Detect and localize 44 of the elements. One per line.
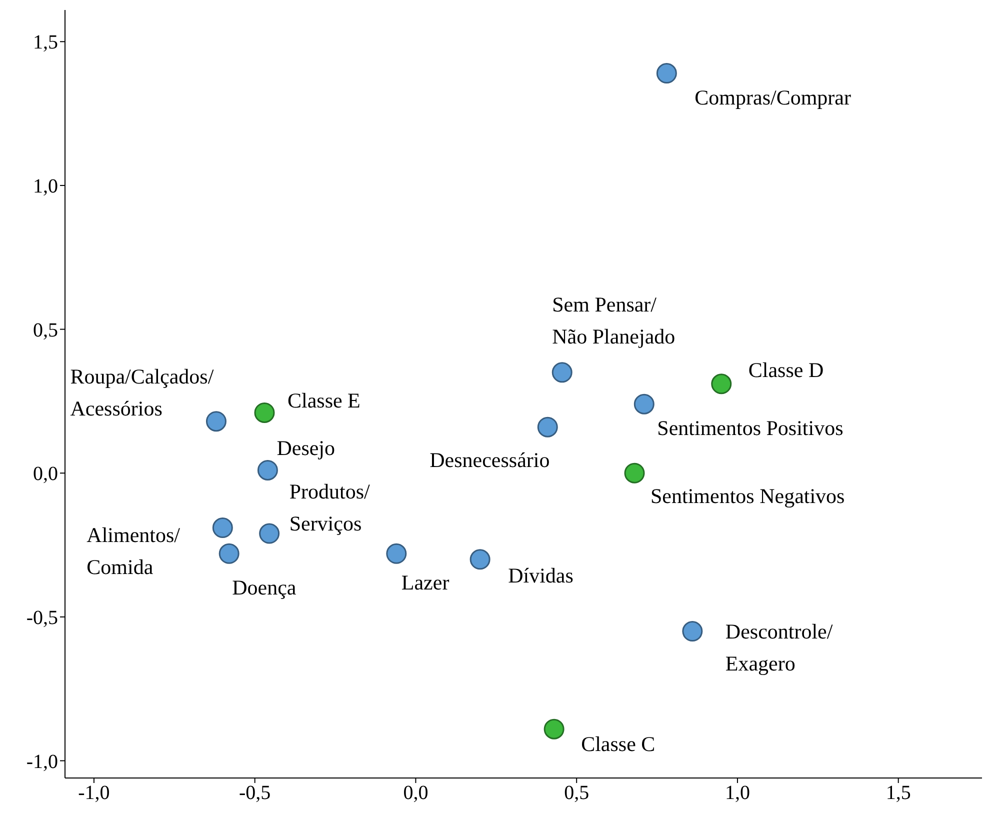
annotation: Sentimentos Negativos — [650, 484, 845, 508]
point — [682, 621, 703, 642]
annotation: Produtos/ Serviços — [289, 480, 370, 536]
y-tick-label: -0,5 — [26, 607, 58, 630]
point — [386, 543, 407, 564]
y-tick-label: -1,0 — [26, 750, 58, 773]
point — [212, 518, 233, 538]
y-tick-label: 1,0 — [33, 176, 58, 198]
annotation: Desejo — [276, 436, 336, 460]
point — [257, 460, 278, 480]
annotation: Compras/Comprar — [694, 85, 851, 110]
annotation: Desnecessário — [430, 448, 550, 472]
x-tick-label: -1,0 — [78, 782, 110, 804]
x-tick-label: -0,5 — [239, 782, 271, 804]
annotation: Descontrole/ Exagero — [725, 619, 833, 676]
point — [656, 63, 677, 84]
y-tick-label: 0,5 — [33, 319, 58, 342]
point — [544, 718, 564, 740]
annotation: Doença — [232, 576, 297, 600]
point — [624, 462, 645, 484]
point — [254, 402, 275, 423]
y-tick-label: 1,5 — [33, 32, 58, 54]
x-tick-label: 0,0 — [403, 782, 428, 804]
annotation: Classe E — [287, 388, 360, 413]
y-tick-label: 0,0 — [33, 463, 58, 486]
annotation: Classe C — [581, 732, 656, 756]
annotation: Dívidas — [508, 563, 574, 588]
point — [259, 523, 280, 544]
annotation: Classe D — [748, 358, 824, 382]
annotation: Roupa/Calçados/ Acessórios — [70, 364, 214, 420]
point — [537, 416, 558, 438]
x-tick-label: 1,5 — [886, 782, 911, 804]
point — [218, 543, 240, 564]
annotation: Sentimentos Positivos — [657, 416, 844, 440]
point — [470, 549, 490, 570]
point — [711, 374, 732, 394]
annotation: Alimentos/ Comida — [86, 522, 180, 579]
point — [634, 394, 654, 414]
annotation: Sem Pensar/ Não Planejado — [552, 292, 676, 348]
point — [552, 362, 572, 383]
x-tick-label: 0,5 — [564, 782, 590, 804]
annotation: Lazer — [401, 570, 450, 595]
x-tick-label: 1,0 — [724, 782, 750, 804]
point — [206, 411, 226, 432]
